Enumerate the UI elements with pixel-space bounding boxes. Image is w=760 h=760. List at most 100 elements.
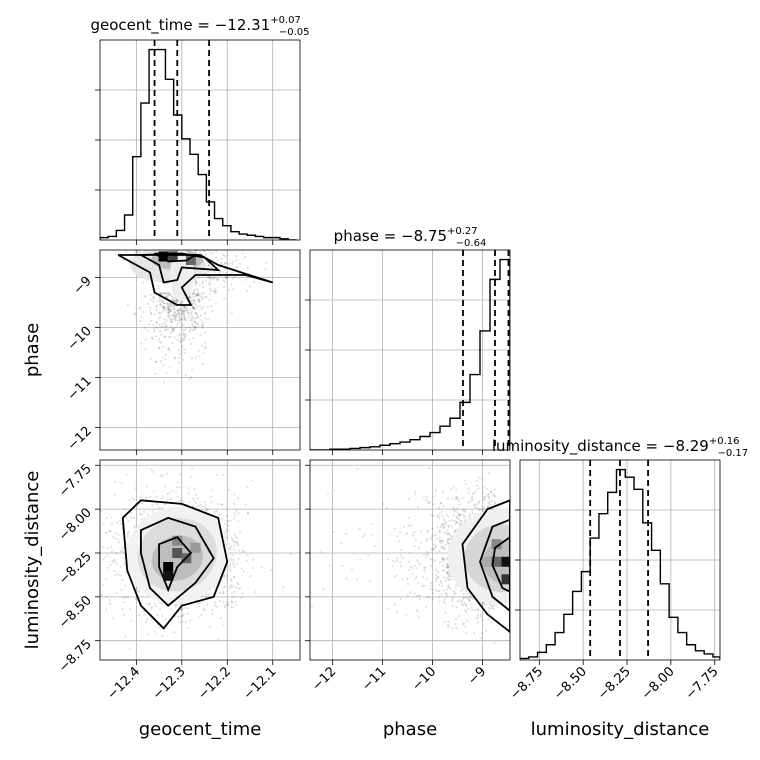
- sample-point: [427, 554, 430, 558]
- sample-point: [226, 275, 229, 278]
- sample-point: [149, 357, 152, 360]
- sample-point: [218, 599, 222, 602]
- sample-point: [180, 340, 183, 343]
- sample-point: [164, 247, 166, 249]
- sample-point: [187, 492, 190, 495]
- sample-point: [193, 325, 196, 328]
- sample-point: [88, 529, 90, 531]
- sample-point: [174, 606, 177, 609]
- y-tick-label-phase: −10: [65, 324, 95, 354]
- sample-point: [442, 518, 446, 521]
- sample-point: [179, 313, 182, 316]
- sample-point: [469, 500, 472, 503]
- sample-point: [175, 325, 178, 328]
- sample-point: [156, 613, 159, 616]
- sample-point: [188, 241, 190, 243]
- sample-point: [179, 352, 182, 356]
- sample-point: [158, 340, 161, 343]
- sample-point: [193, 488, 196, 491]
- sample-point: [430, 548, 433, 551]
- sample-point: [188, 486, 191, 490]
- sample-point: [167, 308, 171, 311]
- sample-point: [224, 522, 227, 525]
- sample-point: [471, 512, 474, 515]
- sample-point: [438, 600, 441, 603]
- sample-point: [176, 338, 180, 342]
- sample-point: [167, 291, 171, 295]
- sample-point: [452, 508, 455, 511]
- sample-point: [145, 246, 147, 248]
- sample-point: [432, 534, 435, 537]
- sample-point: [153, 602, 156, 605]
- sample-point: [204, 295, 207, 299]
- sample-point: [474, 608, 477, 611]
- sample-point: [423, 584, 426, 587]
- sample-point: [90, 550, 92, 552]
- sample-point: [205, 508, 209, 511]
- sample-point: [223, 575, 226, 578]
- sample-point: [162, 245, 164, 247]
- sample-point: [150, 618, 154, 621]
- sample-point: [233, 247, 235, 249]
- sample-point: [448, 578, 451, 581]
- sample-point: [166, 499, 169, 502]
- sample-point: [111, 535, 115, 538]
- sample-point: [236, 562, 239, 565]
- sample-point: [465, 632, 468, 635]
- sample-point: [424, 556, 427, 559]
- y-tick-label-luminosity_distance: −8.00: [56, 505, 95, 544]
- sample-point: [227, 520, 230, 523]
- sample-point: [181, 339, 184, 342]
- sample-point: [452, 530, 456, 534]
- sample-point: [157, 299, 160, 302]
- sample-point: [487, 493, 490, 496]
- sample-point: [462, 508, 465, 511]
- sample-point: [447, 542, 450, 545]
- sample-point: [486, 505, 489, 508]
- sample-point: [466, 619, 469, 622]
- x-tick-label-phase: −9: [465, 664, 489, 688]
- sample-point: [155, 320, 159, 323]
- sample-point: [174, 490, 178, 493]
- sample-point: [125, 250, 128, 253]
- sample-point: [100, 594, 103, 597]
- sample-point: [418, 563, 422, 566]
- sample-point: [209, 280, 212, 283]
- sample-point: [94, 584, 96, 586]
- sample-point: [182, 323, 185, 327]
- sample-point: [222, 253, 225, 257]
- sample-point: [480, 601, 483, 604]
- sample-point: [476, 621, 479, 624]
- sample-point: [167, 305, 170, 308]
- sample-point: [460, 600, 463, 603]
- sample-point: [245, 289, 249, 292]
- sample-point: [192, 316, 195, 320]
- sample-point: [197, 297, 200, 301]
- sample-point: [190, 319, 194, 322]
- sample-point: [436, 589, 440, 592]
- sample-point: [196, 293, 199, 296]
- density-peak-bin: [172, 547, 183, 558]
- sample-point: [487, 610, 490, 613]
- sample-point: [135, 250, 138, 253]
- sample-point: [194, 505, 197, 508]
- sample-point: [457, 614, 461, 617]
- sample-point: [426, 550, 429, 554]
- sample-point: [184, 230, 186, 232]
- sample-point: [441, 545, 444, 548]
- sample-point: [196, 316, 199, 319]
- sample-point: [183, 317, 186, 320]
- sample-point: [143, 242, 145, 244]
- sample-point: [203, 608, 206, 612]
- sample-point: [239, 262, 242, 265]
- sample-point: [169, 304, 172, 308]
- sample-point: [345, 577, 348, 580]
- sample-point: [442, 600, 445, 603]
- sample-point: [260, 566, 263, 569]
- sample-point: [177, 244, 179, 246]
- sample-point: [192, 307, 196, 311]
- sample-point: [359, 558, 362, 561]
- sample-point: [222, 590, 225, 594]
- sample-point: [455, 583, 458, 587]
- sample-point: [471, 492, 474, 495]
